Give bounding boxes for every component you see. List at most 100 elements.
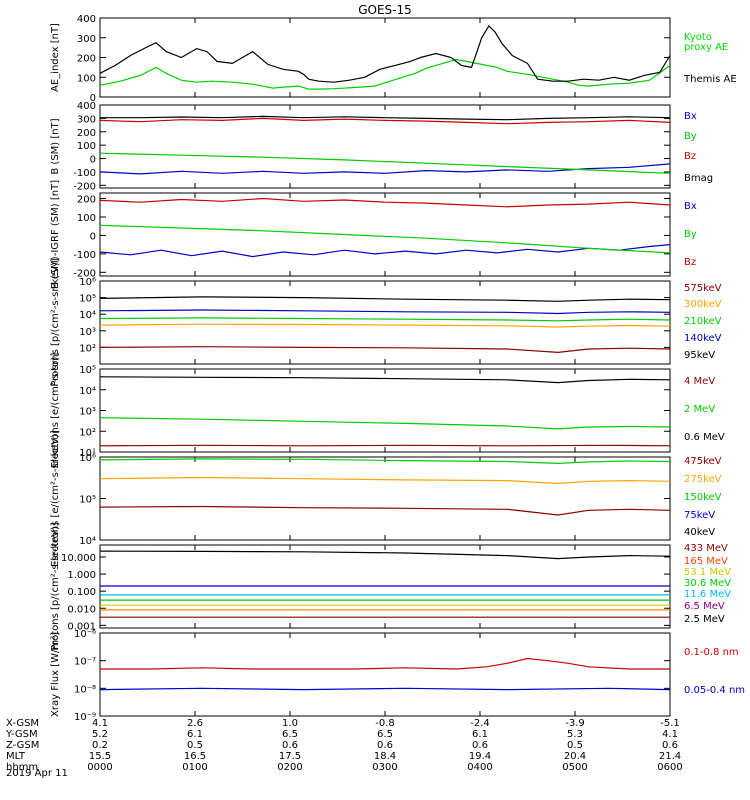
series-line-0-1 [99,24,671,83]
series-line-4-1 [99,417,671,430]
series-line-5-1 [99,476,671,485]
legend-label: 275keV [684,474,722,485]
ephemeris-value: -2.4 [470,718,490,729]
ephemeris-value: 0.6 [377,740,393,751]
panel-5: 10⁴ 10⁵ 10⁶ Electrons [e/(cm²-s-sr-keV)] 475… [50,430,722,567]
ephemeris-value: 5.2 [92,729,108,740]
ephemeris-value: 4.1 [662,729,678,740]
legend-label: 40keV [684,527,715,538]
y-tick-label: 300 [77,114,96,125]
legend-label: 2.5 MeV [684,614,725,625]
panel-frame [99,192,671,277]
legend-label: 4 MeV [684,376,715,387]
y-tick-label: 10⁵ [79,294,96,305]
legend-label: 300keV [684,299,722,310]
series-line-1-2 [99,117,671,125]
ephemeris-value: 4.1 [92,718,108,729]
ephemeris-value: 6.1 [187,729,203,740]
ephemeris-value: 6.5 [377,729,393,740]
series-line-1-0 [99,163,671,175]
ephemeris-table: X-GSMY-GSMZ-GSMMLThhmm4.15.20.215.500002… [5,718,683,773]
series-line-1-3 [100,115,671,121]
legend-label: Kyoto [684,32,712,43]
y-tick-label: 0 [90,155,96,166]
series-line-5-2 [99,505,671,516]
panel-7: 10⁻⁹ 10⁻⁸ 10⁻⁷ 10⁻⁶ Xray Flux [W/m²] 0.1-0.8 … [50,629,745,723]
y-tick-label: -200 [73,181,96,192]
legend-label: 210keV [684,316,722,327]
ephemeris-value: 5.3 [567,729,583,740]
y-tick-label: 10⁻⁹ [74,712,96,723]
legend-label: 140keV [684,333,722,344]
y-tick-label: 10⁴ [79,386,96,397]
ephemeris-value: 0.5 [187,740,203,751]
ephemeris-value: -5.1 [660,718,680,729]
ephemeris-value: 15.5 [89,751,111,762]
ephemeris-value: -0.8 [375,718,395,729]
ephemeris-row-label: MLT [6,751,26,762]
legend-label: 11.6 MeV [684,589,731,600]
y-axis-label: Protons [p/(cm²-s-sr-keV)] [50,522,61,650]
y-tick-label: 10⁻⁶ [74,629,96,640]
y-tick-label: 100 [77,141,96,152]
series-line-2-1 [99,224,671,254]
y-tick-label: 0 [90,93,96,104]
y-tick-label: 100 [77,213,96,224]
ephemeris-value: 21.4 [659,751,681,762]
series-line-3-0 [99,296,671,302]
y-axis-label: AE_index [nT] [50,23,61,92]
y-tick-label: 10⁶ [79,277,96,288]
y-tick-label: -100 [73,168,96,179]
series-line-5-0 [99,458,671,465]
legend-label: Bz [684,257,696,268]
series-line-2-0 [99,244,671,258]
legend-label: Bx [684,201,697,212]
series-line-3-3 [99,323,671,328]
legend-label: By [684,229,697,240]
legend-label: 575keV [684,283,722,294]
ephemeris-value: 20.4 [564,751,586,762]
panel-frame [99,280,671,365]
series-line-7-0 [100,657,670,670]
ephemeris-value: 0.6 [472,740,488,751]
y-tick-label: 400 [77,101,96,112]
ephemeris-row-label: Y-GSM [5,729,38,740]
ephemeris-value: 0.6 [662,740,678,751]
y-tick-label: 10⁻⁷ [74,657,96,668]
legend-label: 475keV [684,456,722,467]
panel-frame [99,456,671,541]
ephemeris-value: 0100 [182,762,207,773]
ephemeris-value: 6.5 [282,729,298,740]
panel-frame [99,368,671,453]
legend-label: 0.1-0.8 nm [684,647,739,658]
y-axis-label: Electrons [e/(cm²-s-sr-keV)] [50,430,61,567]
ephemeris-value: 0.6 [282,740,298,751]
legend-label: 0.05-0.4 nm [684,685,745,696]
y-tick-label: 10.000 [61,553,96,564]
ephemeris-row-label: X-GSM [6,718,39,729]
legend-label: 53.1 MeV [684,567,731,578]
y-tick-label: 10⁻⁸ [74,684,96,695]
y-tick-label: 400 [77,14,96,25]
ephemeris-value: 16.5 [184,751,206,762]
y-tick-label: 0 [90,231,96,242]
chart-title: GOES-15 [358,3,412,17]
ephemeris-value: 6.1 [472,729,488,740]
ephemeris-value: 0.2 [92,740,108,751]
panel-4: 10¹ 10² 10³ 10⁴ 10⁵ Electrons [e/(cm²-s-sr)] 4… [50,353,725,469]
y-axis-label: B (SM)-IGRF (SM) [nT] [50,180,61,289]
legend-label: Bx [684,111,697,122]
ephemeris-value: 0000 [87,762,112,773]
legend-label: 433 MeV [684,543,728,554]
ephemeris-value: 0300 [372,762,397,773]
y-axis-label: Protons [p/(cm²-s-sr-keV)] [50,258,61,386]
y-tick-label: 10² [79,427,96,438]
y-tick-label: 10⁴ [79,536,96,547]
y-tick-label: 100 [77,73,96,84]
legend-label: 30.6 MeV [684,578,731,589]
y-tick-label: 10⁵ [79,365,96,376]
y-tick-label: 10³ [79,327,96,338]
y-tick-label: 200 [77,195,96,206]
y-axis-label: Electrons [e/(cm²-s-sr)] [50,353,61,469]
y-tick-label: 10¹ [79,448,96,459]
